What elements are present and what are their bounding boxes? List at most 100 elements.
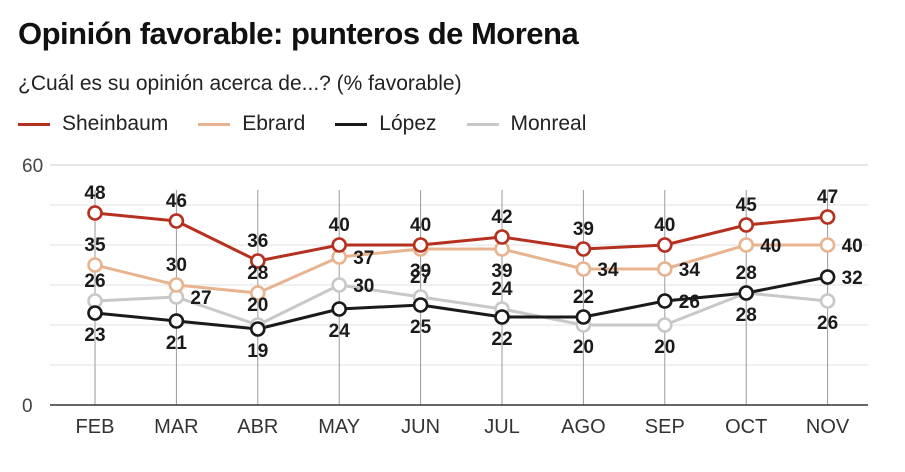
x-tick-label-oct: OCT [725, 416, 767, 438]
x-tick-label-nov: NOV [806, 416, 850, 438]
data-point-monreal [819, 293, 836, 309]
data-point-ebrard [656, 261, 673, 277]
data-label-lopez: 23 [84, 325, 105, 346]
data-label-sheinbaum: 40 [654, 215, 675, 236]
data-label-monreal: 20 [247, 295, 268, 316]
data-label-ebrard: 30 [166, 255, 187, 276]
data-point-sheinbaum [494, 229, 510, 245]
series-line-monreal [94, 283, 828, 327]
data-point-lopez [168, 313, 185, 329]
legend-label-sheinbaum: Sheinbaum [62, 112, 169, 135]
data-point-ebrard [87, 257, 103, 273]
data-label-ebrard: 39 [410, 261, 431, 282]
data-label-monreal: 30 [353, 276, 374, 297]
data-point-lopez [412, 297, 429, 313]
series-line-sheinbaum [94, 211, 828, 263]
data-label-lopez: 26 [679, 292, 700, 313]
data-label-monreal: 20 [573, 337, 594, 358]
x-tick-label-feb: FEB [76, 416, 115, 438]
legend-item-sheinbaum: Sheinbaum [18, 112, 168, 136]
data-point-lopez [331, 301, 348, 317]
x-tick-label-sep: SEP [645, 416, 685, 438]
data-label-sheinbaum: 48 [84, 183, 105, 204]
legend-item-monreal: Monreal [466, 112, 587, 136]
data-label-sheinbaum: 46 [166, 191, 187, 212]
legend-swatch-sheinbaum [18, 122, 50, 126]
data-label-sheinbaum: 42 [491, 207, 512, 228]
data-point-lopez [656, 293, 673, 309]
legend-swatch-ebrard [198, 122, 231, 126]
x-tick-label-jun: JUN [401, 416, 440, 438]
legend: Sheinbaum Ebrard López Monreal [18, 112, 616, 136]
data-label-ebrard: 28 [247, 263, 268, 284]
data-point-lopez [575, 309, 592, 325]
data-point-lopez [494, 309, 510, 325]
data-label-lopez: 21 [166, 333, 188, 354]
data-label-lopez: 32 [842, 268, 863, 289]
data-point-lopez [249, 321, 266, 337]
data-label-ebrard: 40 [760, 236, 781, 257]
data-point-ebrard [575, 261, 592, 277]
data-label-lopez: 28 [736, 263, 757, 284]
data-point-sheinbaum [575, 241, 592, 257]
legend-swatch-lopez [335, 122, 368, 126]
data-point-sheinbaum [249, 253, 266, 269]
data-label-sheinbaum: 36 [247, 231, 268, 252]
data-point-sheinbaum [656, 237, 673, 253]
series-line-lopez [94, 275, 828, 331]
data-label-monreal: 26 [817, 313, 838, 334]
legend-label-monreal: Monreal [510, 112, 587, 135]
data-label-monreal: 20 [654, 337, 675, 358]
data-point-lopez [738, 285, 755, 301]
data-point-sheinbaum [412, 237, 429, 253]
chart-subtitle: ¿Cuál es su opinión acerca de...? (% fav… [18, 72, 462, 95]
data-point-sheinbaum [331, 237, 348, 253]
data-label-ebrard: 34 [597, 260, 619, 281]
data-label-sheinbaum: 47 [817, 187, 838, 208]
data-label-sheinbaum: 40 [329, 215, 350, 236]
data-point-sheinbaum [168, 213, 185, 229]
data-label-monreal: 27 [190, 288, 211, 309]
data-label-lopez: 25 [410, 317, 432, 338]
data-point-sheinbaum [738, 217, 755, 233]
legend-swatch-monreal [466, 122, 499, 126]
data-label-lopez: 22 [491, 329, 512, 350]
data-label-sheinbaum: 39 [573, 219, 594, 240]
data-label-monreal: 27 [410, 267, 431, 288]
data-point-lopez [819, 269, 836, 285]
data-point-monreal [656, 317, 673, 333]
data-point-sheinbaum [87, 205, 103, 221]
data-label-ebrard: 35 [84, 235, 106, 256]
data-label-ebrard: 39 [491, 261, 512, 282]
data-label-monreal: 26 [84, 271, 105, 292]
data-point-ebrard [168, 277, 185, 293]
data-label-lopez: 22 [573, 287, 594, 308]
legend-label-ebrard: Ebrard [242, 112, 306, 135]
x-tick-label-ago: AGO [561, 416, 605, 438]
data-label-lopez: 19 [247, 341, 268, 362]
legend-item-ebrard: Ebrard [198, 112, 305, 136]
data-label-monreal: 24 [491, 279, 513, 300]
x-tick-label-may: MAY [318, 416, 360, 438]
data-point-ebrard [738, 237, 755, 253]
y-tick-label: 0 [22, 396, 33, 417]
data-point-ebrard [819, 237, 836, 253]
data-point-sheinbaum [819, 209, 836, 225]
data-label-lopez: 24 [329, 321, 351, 342]
chart-title: Opinión favorable: punteros de Morena [18, 16, 579, 51]
y-tick-label: 60 [22, 156, 43, 177]
data-label-ebrard: 37 [353, 248, 374, 269]
x-tick-label-mar: MAR [154, 416, 198, 438]
x-tick-label-jul: JUL [484, 416, 520, 438]
series-line-ebrard [94, 243, 828, 295]
data-label-sheinbaum: 40 [410, 215, 431, 236]
legend-label-lopez: López [379, 112, 437, 135]
data-point-lopez [87, 305, 103, 321]
data-point-monreal [331, 277, 348, 293]
legend-item-lopez: López [335, 112, 437, 136]
x-tick-label-abr: ABR [237, 416, 278, 438]
data-label-ebrard: 40 [842, 236, 863, 257]
data-point-ebrard [249, 285, 266, 301]
data-label-ebrard: 34 [679, 260, 701, 281]
